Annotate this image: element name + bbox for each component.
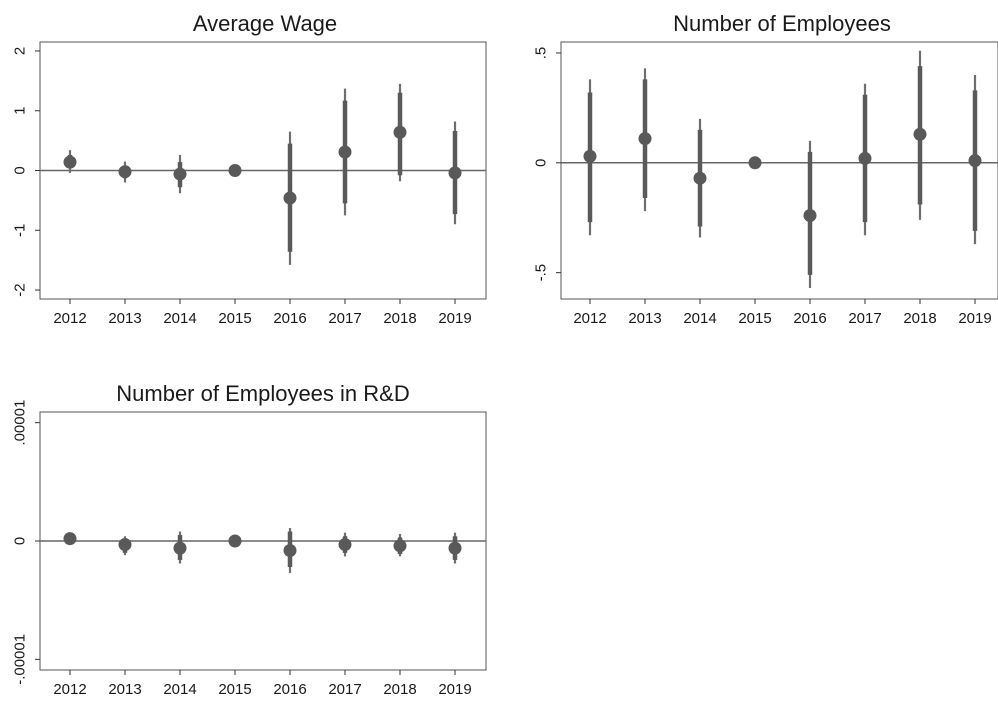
point-estimate (393, 539, 407, 553)
x-tick-label: 2018 (903, 310, 936, 327)
point-estimate (228, 164, 242, 177)
x-tick-label: 2019 (958, 310, 991, 327)
panel-average-wage: Average Wage -2 -1 0 1 2 2012 2013 2014 2015 2016… (12, 11, 487, 327)
plot-frame (560, 41, 998, 300)
x-tick-label: 2015 (218, 681, 251, 698)
x-tick-label: 2016 (273, 681, 306, 698)
point-estimate (173, 541, 187, 555)
y-tick-label: -.00001 (12, 634, 29, 685)
point-estimate (448, 541, 462, 555)
point-estimate (913, 127, 927, 141)
y-tick-label: 2 (12, 47, 29, 55)
x-tick-label: 2013 (108, 310, 141, 327)
x-tick-label: 2018 (383, 310, 416, 327)
panel-title: Average Wage (193, 11, 337, 36)
x-tick-label: 2019 (438, 681, 471, 698)
x-tick-label: 2017 (848, 310, 881, 327)
panel-number-of-employees: Number of Employees -.5 0 .5 2012 2013 2014 20… (533, 11, 998, 327)
point-estimate (693, 171, 707, 185)
y-tick-label: .00001 (12, 400, 29, 446)
x-tick-label: 2015 (218, 310, 251, 327)
point-estimate (393, 125, 407, 139)
point-estimate (338, 145, 352, 159)
x-tick-label: 2012 (53, 681, 86, 698)
x-tick-label: 2012 (53, 310, 86, 327)
x-tick-label: 2014 (163, 681, 196, 698)
y-tick-label: 0 (12, 537, 29, 545)
x-tick-label: 2015 (738, 310, 771, 327)
x-tick-label: 2014 (163, 310, 196, 327)
point-estimate (63, 155, 77, 169)
y-tick-label: 1 (12, 107, 29, 115)
point-estimate (338, 538, 352, 552)
x-tick-label: 2019 (438, 310, 471, 327)
point-estimate (638, 132, 652, 146)
panel-title: Number of Employees in R&D (116, 381, 409, 406)
point-estimate (968, 154, 982, 168)
x-tick-label: 2016 (793, 310, 826, 327)
point-estimate (173, 167, 187, 181)
x-tick-label: 2014 (683, 310, 716, 327)
point-estimate (283, 543, 297, 557)
point-estimate (803, 209, 817, 223)
point-estimate (858, 151, 872, 165)
point-estimate (63, 532, 77, 546)
y-tick-label: 0 (533, 159, 550, 167)
x-tick-label: 2017 (328, 310, 361, 327)
y-tick-label: 0 (12, 166, 29, 174)
y-tick-label: .5 (533, 47, 550, 60)
x-tick-label: 2018 (383, 681, 416, 698)
point-estimate (748, 156, 762, 170)
point-estimate (583, 149, 597, 163)
x-tick-label: 2013 (108, 681, 141, 698)
y-tick-label: -1 (12, 224, 29, 237)
x-tick-label: 2017 (328, 681, 361, 698)
point-estimate (448, 166, 462, 180)
point-estimate (118, 538, 132, 552)
point-estimate (228, 534, 242, 548)
x-tick-label: 2012 (573, 310, 606, 327)
panel-title: Number of Employees (673, 11, 891, 36)
panel-number-of-employees-rd: Number of Employees in R&D -.00001 0 .0000… (12, 381, 487, 698)
y-tick-label: -.5 (533, 264, 550, 282)
point-estimate (118, 165, 132, 179)
x-tick-label: 2016 (273, 310, 306, 327)
point-estimate (283, 191, 297, 205)
x-tick-label: 2013 (628, 310, 661, 327)
y-tick-label: -2 (12, 283, 29, 296)
